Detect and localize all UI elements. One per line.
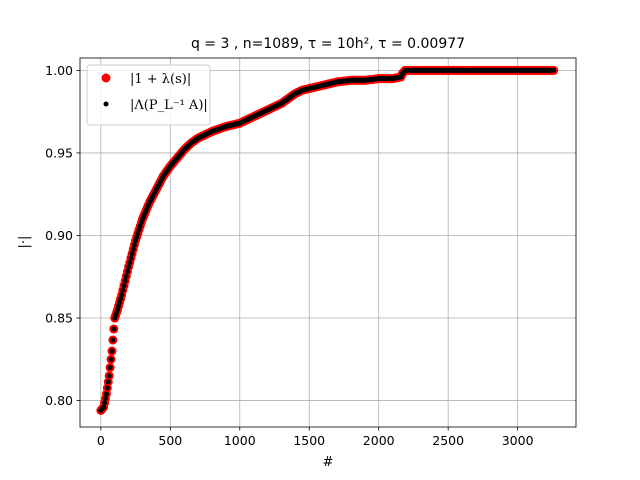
legend-label-series-1: |1 + λ(s)|	[130, 72, 191, 87]
plot-area	[79, 57, 577, 428]
x-tick-label: 1000	[224, 433, 256, 448]
y-tick-label: 1.00	[45, 63, 73, 78]
x-tick-label: 3000	[502, 433, 534, 448]
data-point-fill	[130, 246, 136, 252]
data-point-fill	[108, 356, 114, 362]
data-point-fill	[152, 188, 158, 194]
data-point-fill	[102, 395, 108, 401]
data-point-fill	[104, 385, 110, 391]
x-tick-label: 500	[158, 433, 182, 448]
data-point-fill	[107, 365, 113, 371]
data-point-fill	[114, 310, 120, 316]
y-tick-label: 0.80	[45, 393, 73, 408]
y-axis: 0.80 0.85 0.90 0.95 1.00	[45, 63, 80, 408]
data-point	[106, 373, 112, 379]
x-axis: 0 500 1000 1500 2000 2500 3000	[97, 427, 534, 448]
data-point-fill	[100, 405, 106, 411]
plot-border	[79, 57, 577, 428]
x-tick-label: 0	[97, 433, 105, 448]
y-tick-label: 0.95	[45, 145, 73, 160]
data-point-fill	[159, 175, 165, 181]
data-point-fill	[128, 255, 134, 261]
legend-marker-series-2	[103, 101, 109, 107]
data-point-fill	[102, 400, 108, 406]
data-point-fill	[138, 220, 144, 226]
data-point-fill	[105, 379, 111, 385]
data-point	[126, 264, 132, 270]
data-point-fill	[118, 296, 124, 302]
data-point-fill	[127, 259, 133, 265]
data-point-fill	[124, 269, 130, 275]
x-tick-label: 1500	[293, 433, 325, 448]
data-point-fill	[122, 278, 128, 284]
x-tick-label: 2500	[432, 433, 464, 448]
data-point-fill	[131, 242, 137, 248]
legend-marker-series-1	[101, 73, 111, 83]
series-layer	[96, 65, 559, 415]
data-point-fill	[111, 326, 117, 332]
legend: |1 + λ(s)| |Λ(P_L⁻¹ A)|	[86, 64, 211, 126]
data-point-fill	[129, 251, 135, 257]
data-point-fill	[110, 337, 116, 343]
data-point-fill	[123, 273, 129, 279]
y-axis-label: |·|	[17, 236, 32, 249]
x-tick-label: 2000	[363, 433, 395, 448]
y-tick-label: 0.90	[45, 228, 73, 243]
data-point	[103, 391, 109, 397]
data-point-fill	[120, 287, 126, 293]
chart-title: q = 3 , n=1089, τ = 10h², τ = 0.00977	[191, 36, 465, 52]
series-2	[98, 67, 557, 413]
y-tick-label: 0.85	[45, 311, 73, 326]
legend-box	[86, 64, 211, 126]
x-axis-label: #	[323, 455, 334, 470]
data-point-fill	[121, 283, 127, 289]
legend-label-series-2: |Λ(P_L⁻¹ A)|	[130, 98, 208, 113]
data-point-fill	[550, 67, 556, 73]
data-point	[109, 348, 115, 354]
data-point-fill	[145, 202, 151, 208]
